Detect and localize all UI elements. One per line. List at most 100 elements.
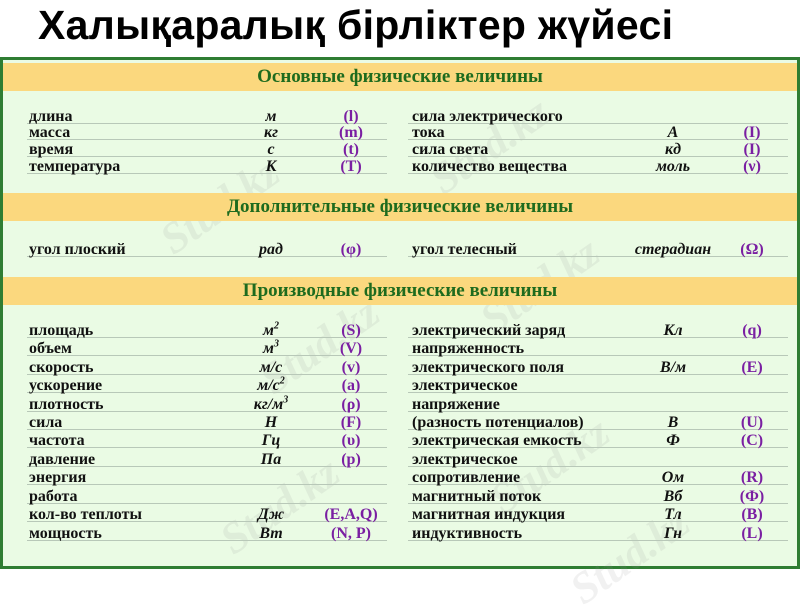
row-divider bbox=[27, 123, 387, 124]
row-divider bbox=[27, 156, 387, 157]
row-divider bbox=[27, 173, 387, 174]
quantity-name: индуктивность bbox=[412, 525, 523, 542]
table-row: энергия сопротивление Ом (R) bbox=[3, 469, 797, 487]
table-row: объем м3 (V) напряженность bbox=[3, 338, 797, 358]
quantity-symbol: (a) bbox=[341, 377, 361, 394]
row-divider bbox=[408, 156, 788, 157]
unit-symbol: Вт bbox=[259, 525, 283, 542]
table-row: работа магнитный поток Вб (Ф) bbox=[3, 488, 797, 506]
quantity-symbol: (N, P) bbox=[331, 525, 371, 542]
quantity-name: частота bbox=[29, 432, 85, 449]
row-divider bbox=[408, 411, 788, 412]
quantity-name: длина bbox=[29, 108, 73, 125]
quantity-symbol: (υ) bbox=[341, 432, 361, 449]
quantity-name: кол-во теплоты bbox=[29, 506, 142, 523]
quantity-symbol: (L) bbox=[741, 525, 763, 542]
quantity-name: сопротивление bbox=[412, 469, 521, 486]
quantity-symbol: (B) bbox=[741, 506, 763, 523]
quantity-symbol: (v) bbox=[341, 359, 361, 376]
row-divider bbox=[408, 429, 788, 430]
units-table-panel: Stud.kzStud.kzStud.kzStud.kzStud.kzStud.… bbox=[0, 57, 800, 614]
table-row: давление Па (p) электрическое bbox=[3, 451, 797, 469]
unit-symbol: А bbox=[667, 124, 679, 141]
table-row: ускорение м/с2 (a) электрическое bbox=[3, 375, 797, 395]
quantity-symbol: (U) bbox=[740, 414, 764, 431]
row-divider bbox=[408, 484, 788, 485]
quantity-symbol: (I) bbox=[743, 124, 761, 141]
row-divider bbox=[408, 173, 788, 174]
quantity-symbol: (t) bbox=[343, 141, 359, 158]
unit-symbol: В/м bbox=[659, 359, 687, 376]
unit-symbol: кд bbox=[664, 141, 682, 158]
quantity-name: тока bbox=[412, 124, 445, 141]
page-title: Халықаралық бірліктер жүйесі bbox=[38, 2, 674, 48]
quantity-name: электрического поля bbox=[412, 359, 565, 376]
quantity-name: энергия bbox=[29, 469, 87, 486]
unit-exponent: 3 bbox=[283, 394, 289, 406]
quantity-name: сила электрического bbox=[412, 108, 563, 125]
row-divider bbox=[408, 337, 788, 338]
quantity-name: угол плоский bbox=[29, 241, 126, 258]
row-divider bbox=[408, 466, 788, 467]
row-divider bbox=[27, 484, 387, 485]
quantity-name: электрический заряд bbox=[412, 322, 566, 339]
row-divider bbox=[408, 123, 788, 124]
quantity-name: площадь bbox=[29, 322, 94, 339]
quantity-symbol: (Ω) bbox=[740, 241, 764, 258]
quantity-name: магнитный поток bbox=[412, 488, 542, 505]
quantity-name: объем bbox=[29, 340, 72, 357]
row-divider bbox=[408, 374, 788, 375]
unit-symbol: Ф bbox=[666, 432, 680, 449]
quantity-name: давление bbox=[29, 451, 96, 468]
table-row: сила Н (F) (разность потенциалов) В (U) bbox=[3, 414, 797, 432]
quantity-symbol: (φ) bbox=[340, 241, 362, 258]
unit-symbol: Тл bbox=[664, 506, 682, 523]
row-divider bbox=[408, 139, 788, 140]
row-divider bbox=[408, 503, 788, 504]
row-divider bbox=[27, 355, 387, 356]
unit-symbol: Н bbox=[264, 414, 278, 431]
quantity-symbol: (I) bbox=[743, 141, 761, 158]
quantity-name: скорость bbox=[29, 359, 94, 376]
section-header: Производные физические величины bbox=[3, 277, 797, 305]
quantity-symbol: (T) bbox=[340, 158, 362, 175]
quantity-name: электрическое bbox=[412, 377, 518, 394]
unit-symbol: м/с2 bbox=[257, 375, 285, 394]
quantity-symbol: (q) bbox=[742, 322, 762, 339]
unit-exponent: 2 bbox=[279, 375, 285, 387]
table-row: угол плоский рад (φ) угол телесный стерадиан… bbox=[3, 241, 797, 259]
quantity-symbol: (R) bbox=[740, 469, 764, 486]
table-row: скорость м/с (v) электрического поля В/м (E) bbox=[3, 359, 797, 377]
quantity-name: магнитная индукция bbox=[412, 506, 566, 523]
quantity-name: температура bbox=[29, 158, 121, 175]
unit-symbol: моль bbox=[655, 158, 691, 175]
row-divider bbox=[408, 521, 788, 522]
unit-exponent: 2 bbox=[273, 320, 279, 332]
quantity-symbol: (F) bbox=[340, 414, 362, 431]
quantity-name: электрическая емкость bbox=[412, 432, 582, 449]
table-row: площадь м2 (S) электрический заряд Кл (q) bbox=[3, 320, 797, 340]
unit-exponent: 3 bbox=[273, 338, 279, 350]
quantity-name: электрическое bbox=[412, 451, 518, 468]
unit-symbol: Вб bbox=[663, 488, 683, 505]
table-row: мощность Вт (N, P) индуктивность Гн (L) bbox=[3, 525, 797, 543]
quantity-name: масса bbox=[29, 124, 71, 141]
row-divider bbox=[27, 256, 387, 257]
quantity-name: плотность bbox=[29, 396, 104, 413]
row-divider bbox=[408, 447, 788, 448]
unit-symbol: Дж bbox=[257, 506, 285, 523]
unit-symbol: с bbox=[267, 141, 275, 158]
unit-symbol: Гц bbox=[261, 432, 281, 449]
quantity-name: напряжение bbox=[412, 396, 500, 413]
unit-symbol: м bbox=[265, 108, 277, 125]
quantity-name: сила света bbox=[412, 141, 489, 158]
quantity-symbol: (Ф) bbox=[739, 488, 765, 505]
table-row: кол-во теплоты Дж (E,A,Q) магнитная индукци… bbox=[3, 506, 797, 524]
quantity-name: работа bbox=[29, 488, 78, 505]
quantity-name: ускорение bbox=[29, 377, 103, 394]
row-divider bbox=[27, 521, 387, 522]
row-divider bbox=[27, 466, 387, 467]
table-row: температура К (T) количество вещества моль (ν… bbox=[3, 158, 797, 176]
unit-symbol: рад bbox=[259, 241, 283, 258]
row-divider bbox=[27, 540, 387, 541]
